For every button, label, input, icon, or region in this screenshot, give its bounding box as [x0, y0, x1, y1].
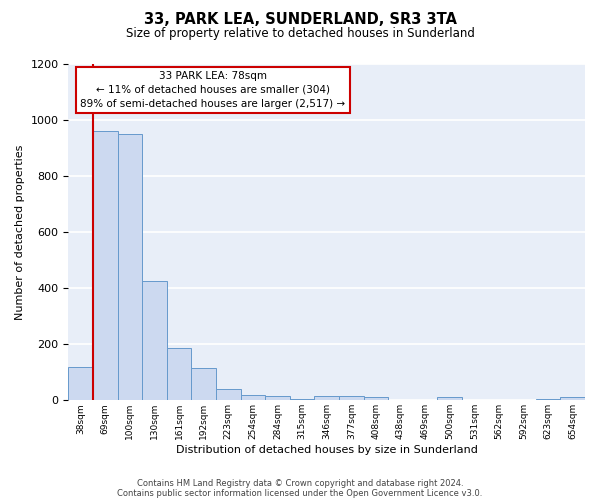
Bar	[216, 388, 241, 400]
Text: Contains public sector information licensed under the Open Government Licence v3: Contains public sector information licen…	[118, 488, 482, 498]
Text: 33, PARK LEA, SUNDERLAND, SR3 3TA: 33, PARK LEA, SUNDERLAND, SR3 3TA	[143, 12, 457, 28]
Bar	[437, 398, 462, 400]
Bar	[339, 396, 364, 400]
Bar	[364, 398, 388, 400]
Bar	[167, 348, 191, 401]
Bar	[241, 394, 265, 400]
Bar	[142, 281, 167, 400]
Y-axis label: Number of detached properties: Number of detached properties	[15, 144, 25, 320]
Bar	[290, 399, 314, 400]
Bar	[560, 397, 585, 400]
Text: Contains HM Land Registry data © Crown copyright and database right 2024.: Contains HM Land Registry data © Crown c…	[137, 478, 463, 488]
Bar	[265, 396, 290, 400]
Bar	[68, 366, 93, 400]
Bar	[191, 368, 216, 400]
Bar	[314, 396, 339, 400]
Bar	[118, 134, 142, 400]
Text: Size of property relative to detached houses in Sunderland: Size of property relative to detached ho…	[125, 28, 475, 40]
Bar	[536, 399, 560, 400]
Text: 33 PARK LEA: 78sqm
← 11% of detached houses are smaller (304)
89% of semi-detach: 33 PARK LEA: 78sqm ← 11% of detached hou…	[80, 70, 346, 108]
X-axis label: Distribution of detached houses by size in Sunderland: Distribution of detached houses by size …	[176, 445, 478, 455]
Bar	[93, 132, 118, 400]
